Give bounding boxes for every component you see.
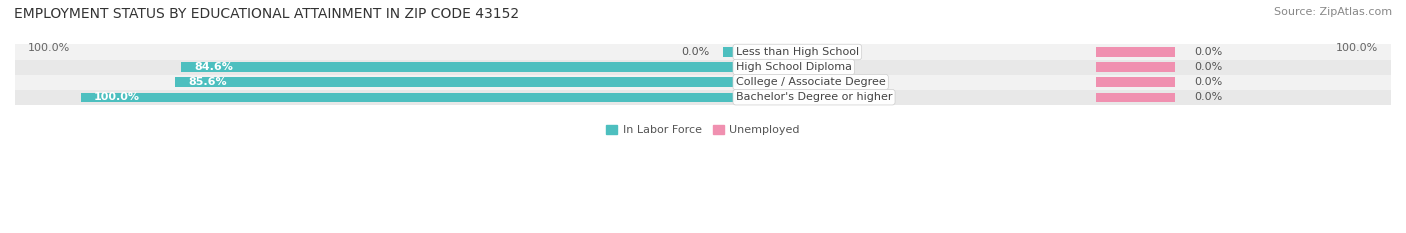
Text: 0.0%: 0.0% [1195,47,1223,57]
Text: Bachelor's Degree or higher: Bachelor's Degree or higher [735,92,893,102]
Bar [1097,62,1175,72]
Bar [80,93,735,102]
Bar [15,45,1391,60]
Text: High School Diploma: High School Diploma [735,62,852,72]
Text: 84.6%: 84.6% [194,62,233,72]
Bar [723,47,735,57]
Bar [181,62,735,72]
Text: 0.0%: 0.0% [1195,77,1223,87]
Text: Less than High School: Less than High School [735,47,859,57]
Bar [1097,93,1175,102]
Text: College / Associate Degree: College / Associate Degree [735,77,886,87]
Bar [15,75,1391,90]
Text: 0.0%: 0.0% [1195,62,1223,72]
Text: 100.0%: 100.0% [94,92,139,102]
Bar [15,60,1391,75]
Text: Source: ZipAtlas.com: Source: ZipAtlas.com [1274,7,1392,17]
Text: 0.0%: 0.0% [1195,92,1223,102]
Bar [1097,77,1175,87]
Text: 0.0%: 0.0% [682,47,710,57]
Text: 85.6%: 85.6% [188,77,226,87]
Text: EMPLOYMENT STATUS BY EDUCATIONAL ATTAINMENT IN ZIP CODE 43152: EMPLOYMENT STATUS BY EDUCATIONAL ATTAINM… [14,7,519,21]
Bar [1097,47,1175,57]
Bar [15,90,1391,105]
Text: 100.0%: 100.0% [28,43,70,53]
Bar [174,77,735,87]
Legend: In Labor Force, Unemployed: In Labor Force, Unemployed [606,125,800,135]
Text: 100.0%: 100.0% [1336,43,1378,53]
